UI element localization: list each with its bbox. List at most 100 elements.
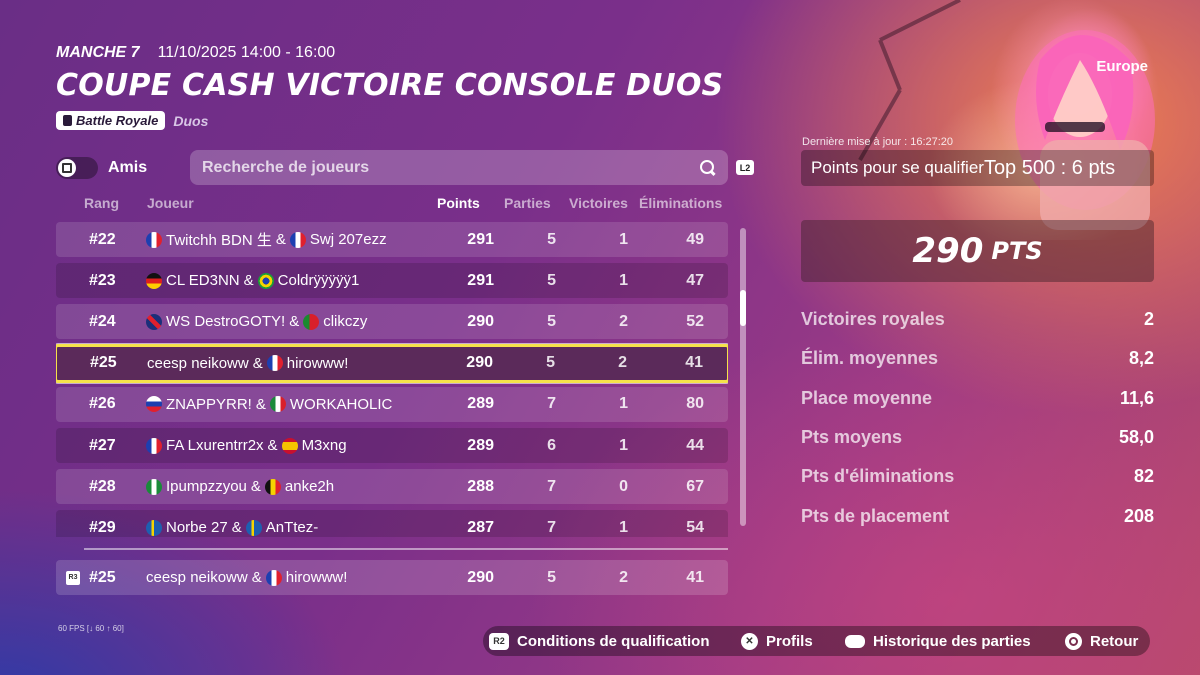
player-2-name: Coldrÿÿÿÿÿ1 bbox=[277, 272, 360, 290]
team-mode-tag: Duos bbox=[173, 112, 209, 129]
my-games: 5 bbox=[547, 568, 556, 586]
row-eliminations: 52 bbox=[686, 312, 704, 330]
stat-label: Place moyenne bbox=[801, 388, 933, 408]
flag-icon bbox=[146, 396, 162, 413]
my-wins: 2 bbox=[619, 568, 628, 586]
leaderboard-list[interactable]: #22 Twitchh BDN 生 & Swj 207ezz 291 5 1 49 #23 CL … bbox=[56, 222, 728, 537]
my-player-1: ceesp neikoww bbox=[146, 569, 248, 586]
action-bar: R2 Conditions de qualification ✕ Profils… bbox=[483, 626, 1150, 656]
row-eliminations: 44 bbox=[686, 436, 704, 454]
last-update-text: Dernière mise à jour : 16:27:20 bbox=[802, 136, 954, 148]
stat-label: Élim. moyennes bbox=[801, 348, 939, 368]
row-points: 290 bbox=[467, 312, 494, 330]
l2-button-hint: L2 bbox=[736, 160, 754, 175]
mode-tags: Battle Royale Duos bbox=[56, 111, 723, 130]
match-history-button[interactable]: Historique des parties bbox=[845, 633, 1031, 650]
player-search-input[interactable]: Recherche de joueurs bbox=[190, 150, 728, 185]
player-2-name: Swj 207ezz bbox=[309, 231, 387, 248]
character-illustration bbox=[858, 0, 1155, 230]
my-team-players: ceesp neikoww & hirowww! bbox=[146, 569, 347, 586]
round-datetime: 11/10/2025 14:00 - 16:00 bbox=[157, 44, 336, 61]
row-players: ZNAPPYRR! & WORKAHOLIC bbox=[146, 396, 392, 413]
header-games: Parties bbox=[504, 195, 551, 211]
leaderboard-row[interactable]: #28 Ipumpzzyou & anke2h 288 7 0 67 bbox=[56, 469, 728, 505]
flag-icon bbox=[257, 272, 274, 289]
row-games: 6 bbox=[547, 436, 556, 454]
header-rank: Rang bbox=[84, 195, 119, 211]
action-label: Retour bbox=[1090, 632, 1139, 650]
player-2-name: AnTtez- bbox=[265, 519, 319, 537]
leaderboard-row[interactable]: #27 FA Lxurentrr2x & M3xng 289 6 1 44 bbox=[56, 428, 728, 463]
skin-character-art bbox=[840, 0, 1200, 240]
friends-filter[interactable]: Amis bbox=[56, 157, 147, 179]
row-points: 290 bbox=[466, 354, 493, 372]
stat-value: 82 bbox=[1133, 466, 1154, 486]
row-points: 287 bbox=[467, 518, 494, 536]
ampersand: & bbox=[289, 313, 300, 331]
friends-toggle[interactable] bbox=[56, 157, 98, 179]
leaderboard-row[interactable]: #29 Norbe 27 & AnTtez- 287 7 1 54 bbox=[56, 510, 728, 537]
mode-tag: Battle Royale bbox=[56, 111, 166, 130]
back-button[interactable]: Retour bbox=[1065, 632, 1139, 650]
row-points: 288 bbox=[467, 477, 494, 495]
leaderboard-row[interactable]: #24 WS DestroGOTY! & clikczy 290 5 2 52 bbox=[56, 304, 728, 340]
my-eliminations: 41 bbox=[686, 568, 704, 586]
r3-button-icon: R3 bbox=[66, 570, 80, 585]
cross-button-icon: ✕ bbox=[741, 632, 758, 650]
money-bag-icon bbox=[63, 115, 72, 126]
qualify-tier: Top 500 : 6 pts bbox=[983, 156, 1116, 179]
leaderboard-row[interactable]: #26 ZNAPPYRR! & WORKAHOLIC 289 7 1 80 bbox=[56, 386, 728, 422]
search-icon[interactable] bbox=[700, 159, 716, 176]
stat-value: 2 bbox=[1143, 309, 1154, 329]
my-rank: #25 bbox=[89, 568, 116, 586]
player-1-name: Twitchh BDN 生 bbox=[166, 232, 272, 249]
player-2-name: anke2h bbox=[284, 478, 335, 496]
player-1-name: ZNAPPYRR! bbox=[166, 395, 252, 413]
flag-icon bbox=[146, 437, 162, 454]
row-eliminations: 80 bbox=[686, 395, 704, 413]
row-players: ceesp neikoww & hirowww! bbox=[147, 355, 348, 372]
ampersand: & bbox=[275, 231, 286, 248]
ampersand: & bbox=[255, 395, 266, 413]
action-label: Profils bbox=[766, 632, 813, 650]
qualification-conditions-button[interactable]: R2 Conditions de qualification bbox=[489, 632, 710, 650]
row-players: Ipumpzzyou & anke2h bbox=[146, 478, 334, 495]
row-wins: 0 bbox=[619, 477, 628, 495]
header-eliminations: Éliminations bbox=[639, 195, 723, 211]
profiles-button[interactable]: ✕ Profils bbox=[741, 632, 813, 650]
row-games: 5 bbox=[547, 271, 556, 289]
row-wins: 1 bbox=[619, 436, 628, 454]
ampersand: & bbox=[243, 272, 254, 290]
row-rank: #29 bbox=[89, 518, 116, 536]
scrollbar-thumb[interactable] bbox=[740, 290, 746, 326]
r2-button-icon: R2 bbox=[489, 632, 509, 650]
flag-icon bbox=[264, 478, 281, 495]
row-wins: 1 bbox=[619, 518, 628, 536]
row-games: 5 bbox=[547, 312, 556, 330]
row-players: Norbe 27 & AnTtez- bbox=[146, 519, 318, 536]
flag-icon bbox=[266, 355, 283, 372]
action-label: Historique des parties bbox=[873, 632, 1031, 650]
row-eliminations: 54 bbox=[686, 518, 704, 536]
flag-icon bbox=[289, 231, 306, 248]
flag-icon bbox=[146, 519, 162, 536]
leaderboard-row[interactable]: #22 Twitchh BDN 生 & Swj 207ezz 291 5 1 49 bbox=[56, 222, 728, 257]
qualification-threshold: Points pour se qualifier Top 500 : 6 pts bbox=[801, 150, 1154, 186]
leaderboard-row-selected[interactable]: #25 ceesp neikoww & hirowww! 290 5 2 41 bbox=[56, 343, 728, 383]
row-games: 7 bbox=[547, 395, 556, 413]
player-1-name: Norbe 27 bbox=[166, 519, 228, 537]
my-team-row[interactable]: R3 #25 ceesp neikoww & hirowww! 290 5 2 … bbox=[56, 560, 728, 595]
gamepad-icon bbox=[845, 634, 865, 648]
leaderboard-row[interactable]: #23 CL ED3NN & Coldrÿÿÿÿÿ1 291 5 1 47 bbox=[56, 263, 728, 299]
scrollbar-track[interactable] bbox=[740, 228, 746, 526]
row-games: 7 bbox=[547, 477, 556, 495]
row-players: FA Lxurentrr2x & M3xng bbox=[146, 437, 347, 454]
stat-avg-points: Pts moyens 58,0 bbox=[801, 427, 1154, 448]
row-rank: #27 bbox=[89, 436, 116, 454]
row-rank: #28 bbox=[89, 477, 116, 495]
stat-value: 11,6 bbox=[1119, 388, 1154, 408]
row-eliminations: 47 bbox=[686, 271, 704, 289]
circle-button-icon bbox=[1065, 632, 1082, 650]
row-eliminations: 41 bbox=[685, 354, 703, 372]
flag-icon bbox=[265, 569, 282, 586]
